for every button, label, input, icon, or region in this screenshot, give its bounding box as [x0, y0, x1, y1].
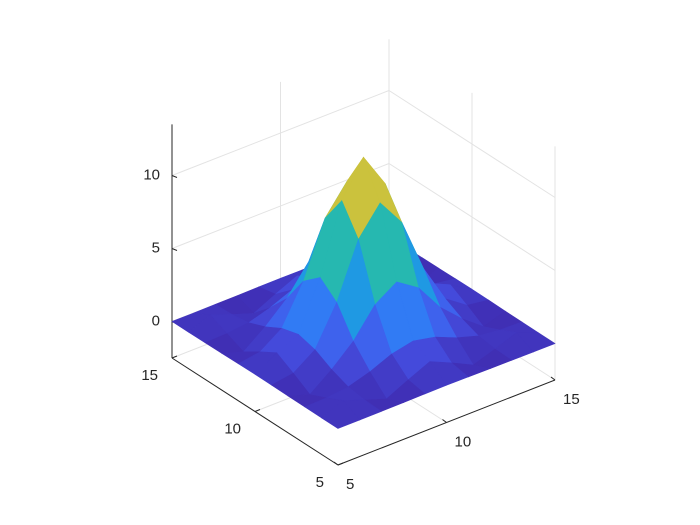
- y-tick-label: 5: [316, 474, 324, 491]
- y-tick: [171, 355, 178, 359]
- y-tick-label: 10: [224, 420, 241, 437]
- x-tick: [333, 461, 339, 466]
- z-tick-label: 5: [152, 239, 160, 256]
- y-tick-label: 15: [141, 367, 158, 384]
- z-tick-label: 10: [143, 166, 160, 183]
- z-tick: [171, 175, 178, 178]
- y-tick: [337, 462, 344, 466]
- y-tick: [254, 409, 261, 412]
- x-tick: [550, 376, 556, 381]
- z-tick-label: 0: [152, 312, 160, 329]
- x-tick: [442, 419, 447, 423]
- surface-patch: [320, 400, 361, 429]
- x-tick-label: 10: [455, 433, 472, 450]
- z-tick: [171, 248, 178, 251]
- x-tick-label: 15: [563, 391, 580, 408]
- x-tick-label: 5: [346, 476, 354, 493]
